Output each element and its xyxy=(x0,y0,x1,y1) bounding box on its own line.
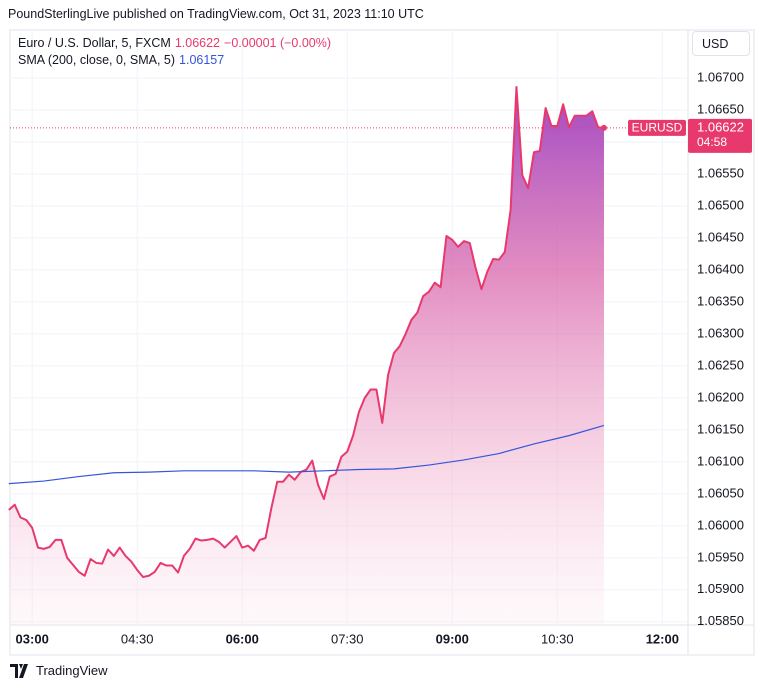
legend-series-name: Euro / U.S. Dollar, 5, FXCM xyxy=(18,36,171,50)
y-tick-label: 1.05900 xyxy=(697,581,744,596)
price-tag xyxy=(688,118,752,153)
price-tag-value: 1.06622 xyxy=(697,119,744,134)
x-tick-label: 07:30 xyxy=(331,631,364,646)
x-tick-label: 04:30 xyxy=(121,631,154,646)
y-tick-label: 1.06200 xyxy=(697,389,744,404)
y-tick-label: 1.06400 xyxy=(697,261,744,276)
y-tick-label: 1.06000 xyxy=(697,517,744,532)
x-tick-label: 10:30 xyxy=(541,631,574,646)
logo xyxy=(10,663,28,678)
price-tag-countdown: 04:58 xyxy=(697,135,727,149)
footer: TradingView xyxy=(10,663,108,678)
line xyxy=(8,85,605,579)
x-tick-label: 12:00 xyxy=(646,631,679,646)
y-tick-label: 1.06650 xyxy=(697,101,744,116)
legend-last-value: 1.06157 xyxy=(179,53,225,67)
legend-row: SMA (200, close, 0, SMA, 5) 1.06157 xyxy=(18,52,335,69)
frame xyxy=(9,29,755,656)
legend: Euro / U.S. Dollar, 5, FXCM 1.06622 −0.000… xyxy=(18,35,335,69)
symbol-tag xyxy=(628,119,686,136)
legend-row: Euro / U.S. Dollar, 5, FXCM 1.06622 −0.000… xyxy=(18,35,335,52)
y-tick-label: 1.05850 xyxy=(697,613,744,628)
legend-change: −0.00001 (−0.00%) xyxy=(224,36,332,50)
y-tick-label: 1.06450 xyxy=(697,229,744,244)
y-tick-label: 1.06500 xyxy=(697,197,744,212)
y-tick-label: 1.06050 xyxy=(697,485,744,500)
y-tick-label: 1.06250 xyxy=(697,357,744,372)
publish-note: PoundSterlingLive published on TradingVi… xyxy=(8,7,424,21)
brand: TradingView xyxy=(36,663,108,678)
y-tick-label: 1.06150 xyxy=(697,421,744,436)
currency-button[interactable]: USD xyxy=(692,31,750,56)
y-tick-label: 1.06350 xyxy=(697,293,744,308)
y-tick-label: 1.06100 xyxy=(697,453,744,468)
y-tick-label: 1.06550 xyxy=(697,165,744,180)
legend-last-value: 1.06622 xyxy=(174,36,221,50)
x-tick-label: 03:00 xyxy=(16,631,49,646)
last-point xyxy=(600,124,607,131)
symbol-label: EURUSD xyxy=(632,121,683,135)
x-tick-label: 06:00 xyxy=(226,631,259,646)
line xyxy=(8,424,605,485)
y-tick-label: 1.06300 xyxy=(697,325,744,340)
y-tick-label: 1.05950 xyxy=(697,549,744,564)
x-tick-label: 09:00 xyxy=(436,631,469,646)
area xyxy=(8,86,604,625)
legend-series-name: SMA (200, close, 0, SMA, 5) xyxy=(18,53,176,67)
y-tick-label: 1.06700 xyxy=(697,69,744,84)
